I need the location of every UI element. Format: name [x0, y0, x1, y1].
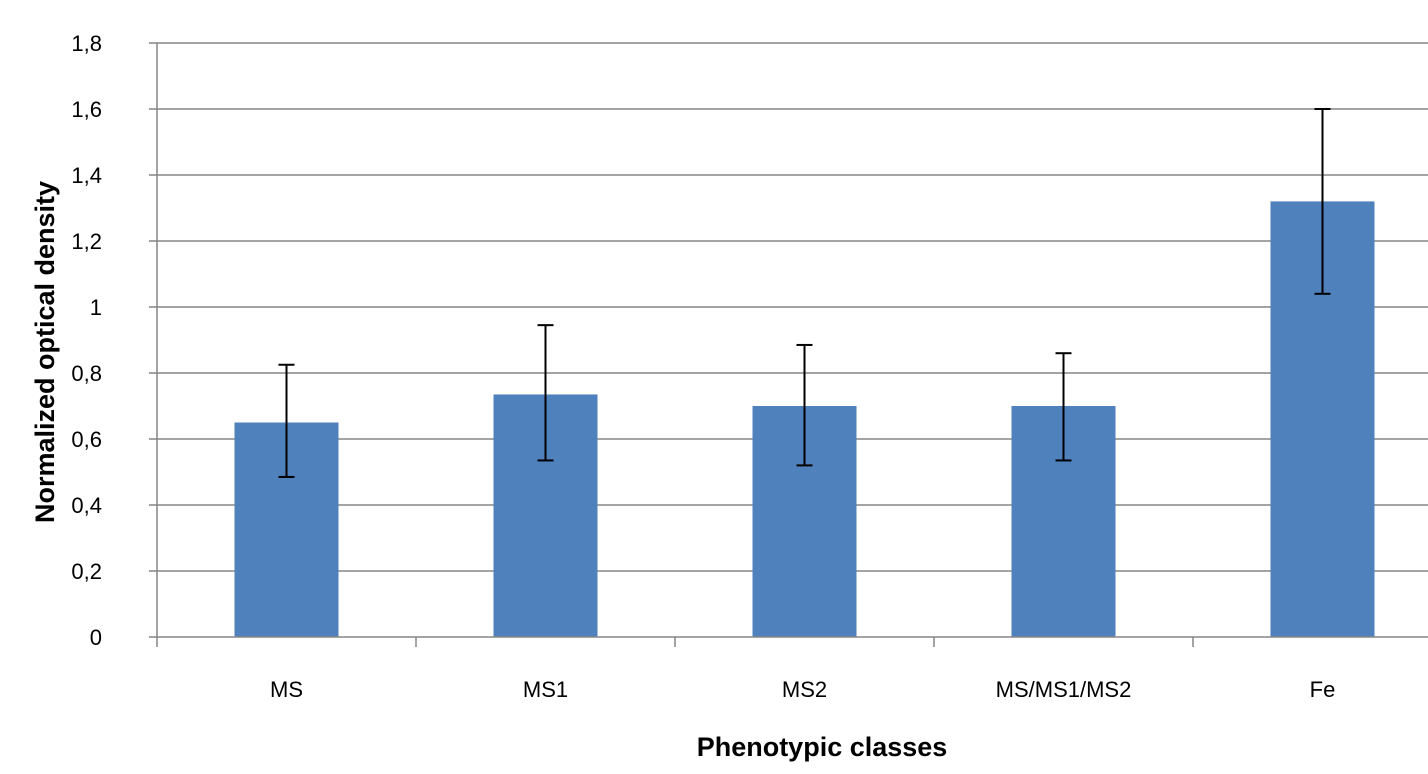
axes [156, 43, 1428, 647]
y-tick-label: 0,2 [71, 559, 102, 584]
x-tick-label: MS [270, 677, 303, 702]
y-axis-title: Normalized optical density [30, 181, 60, 523]
y-tick-label: 1,2 [71, 229, 102, 254]
y-tick-label: 0 [90, 625, 102, 650]
y-tick-label: 1,6 [71, 97, 102, 122]
x-tick-label: MS2 [782, 677, 827, 702]
x-tick-label: Fe [1310, 677, 1336, 702]
error-bars [278, 108, 1331, 478]
y-tick-labels: 0 0,2 0,4 0,6 0,8 1 1,2 1,4 1,6 1,8 [71, 31, 102, 650]
x-tick-label: MS1 [523, 677, 568, 702]
y-tick-label: 0,6 [71, 427, 102, 452]
y-tick-label: 1,8 [71, 31, 102, 56]
y-tick-label: 1 [90, 295, 102, 320]
x-tick-labels: MS MS1 MS2 MS/MS1/MS2 Fe [270, 677, 1335, 702]
y-tick-label: 0,4 [71, 493, 102, 518]
x-tick-label: MS/MS1/MS2 [996, 677, 1132, 702]
y-tick-label: 1,4 [71, 163, 102, 188]
x-axis-title: Phenotypic classes [697, 732, 948, 762]
y-tick-label: 0,8 [71, 361, 102, 386]
